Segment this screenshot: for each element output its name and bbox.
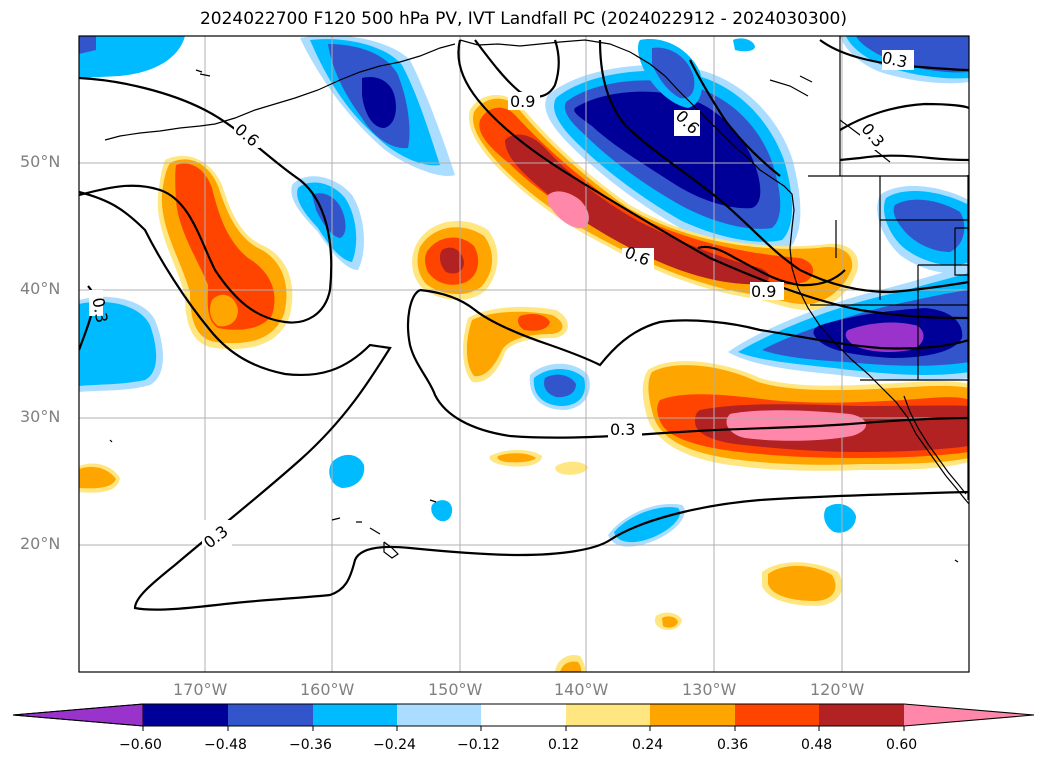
ivt-positive-blob	[768, 565, 836, 601]
colorbar-segment	[566, 704, 650, 726]
colorbar-segment	[650, 704, 735, 726]
colorbar-segment	[481, 704, 566, 726]
colorbar-segment	[143, 704, 228, 726]
lon-label: 120°W	[810, 680, 865, 699]
coastlines	[104, 36, 969, 563]
colorbar-segment	[735, 704, 819, 726]
lon-label: 140°W	[554, 680, 609, 699]
pv-negative-blob	[329, 454, 365, 488]
colorbar-tick-label: 0.24	[632, 737, 664, 753]
pv-negative-blob	[824, 503, 856, 533]
ivt-positive-blob	[210, 294, 238, 327]
colorbar-segment	[313, 704, 397, 726]
colorbar-ticks	[142, 726, 905, 731]
lat-label: 50°N	[20, 152, 61, 171]
contour-label: 0.9	[510, 92, 535, 111]
ivt-positive-blob	[555, 461, 588, 475]
colorbar-tick-label: 0.36	[717, 737, 749, 753]
pv-negative-blob	[652, 47, 695, 99]
ivt-positive-blob	[726, 410, 867, 441]
pv-negative-blob	[79, 301, 157, 386]
colorbar-tick-label: −0.36	[289, 737, 332, 753]
contour-labels: 0.3 0.6 0.9 0.6 0.9 0.6 0.3 0.3 0.3 0.3	[88, 48, 914, 552]
pv-negative-blob	[79, 36, 96, 54]
contour-label: 0.3	[88, 296, 111, 324]
map-plot-area: 0.3 0.6 0.9 0.6 0.9 0.6 0.3 0.3 0.3 0.3	[79, 36, 969, 672]
ivt-positive-blob	[79, 466, 116, 489]
colorbar-extend-high	[904, 704, 1034, 726]
ivt-positive-blob	[497, 453, 536, 463]
contour-label: 0.3	[610, 420, 635, 439]
pv-negative-blob	[614, 507, 680, 543]
pv-negative-blob	[431, 500, 453, 522]
ivt-positive-blob	[473, 98, 853, 305]
colorbar-tick-label: 0.60	[886, 737, 918, 753]
colorbar-segment	[397, 704, 481, 726]
colorbar-tick-label: −0.48	[204, 737, 247, 753]
ivt-positive-blob	[439, 247, 464, 274]
map-frame	[78, 35, 970, 673]
pv-negative-blob	[544, 374, 576, 398]
ivt-positive-blob	[517, 314, 550, 331]
pv-negative-blob	[362, 76, 396, 128]
colorbar-extend-low	[12, 703, 144, 727]
lon-label: 130°W	[682, 680, 737, 699]
pv-negative-blob	[79, 36, 185, 78]
colorbar-tick-label: 0.48	[801, 737, 833, 753]
colorbar-tick-label: 0.12	[548, 737, 580, 753]
colorbar-segment	[819, 704, 904, 726]
pv-negative-blob	[893, 199, 965, 252]
colorbar	[12, 703, 1035, 731]
colorbar-tick-label: −0.24	[373, 737, 416, 753]
contour-label: 0.9	[751, 282, 776, 301]
ivt-positive-blob	[175, 163, 275, 330]
lon-label: 150°W	[428, 680, 483, 699]
contour-label: 0.3	[880, 48, 909, 72]
lat-label: 30°N	[20, 407, 61, 426]
pv-contours	[79, 39, 969, 611]
colorbar-segment	[228, 704, 313, 726]
colorbar-tick-label: −0.12	[457, 737, 500, 753]
pv-negative-blob	[312, 193, 346, 238]
ivt-positive-blob	[547, 191, 589, 229]
lat-label: 40°N	[20, 279, 61, 298]
lat-label: 20°N	[20, 534, 61, 553]
lon-label: 160°W	[300, 680, 355, 699]
colorbar-tick-label: −0.60	[119, 737, 162, 753]
ivt-positive-blob	[662, 616, 678, 628]
pv-negative-blob	[845, 322, 924, 352]
ivt-positive-blob	[560, 661, 582, 672]
map-gridlines	[79, 36, 969, 672]
lon-label: 170°W	[173, 680, 228, 699]
pv-negative-blob	[733, 38, 755, 52]
map-title: 2024022700 F120 500 hPa PV, IVT Landfall…	[199, 9, 847, 29]
